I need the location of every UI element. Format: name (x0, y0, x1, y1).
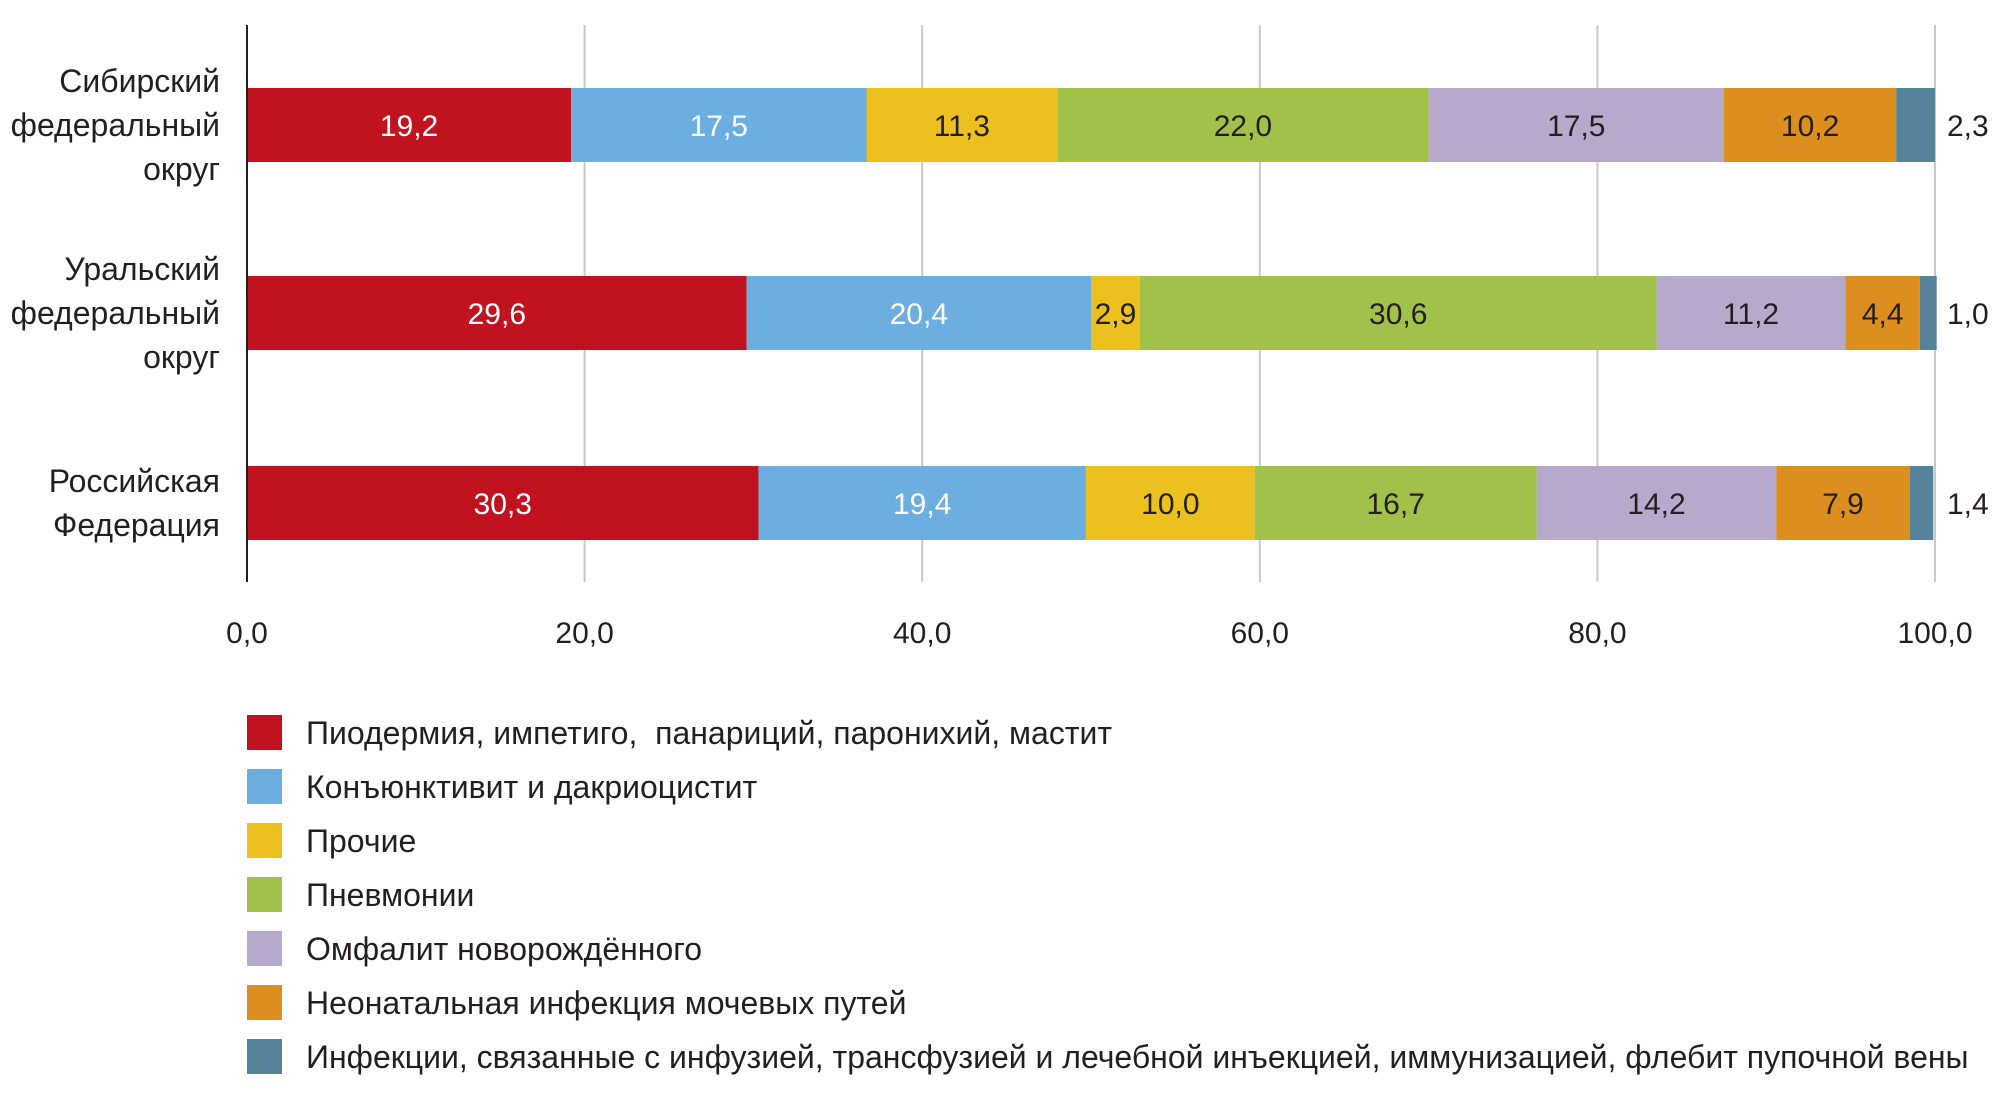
x-tick-label: 100,0 (1897, 617, 1972, 650)
bar-segment (247, 276, 747, 350)
legend-swatch (247, 931, 282, 966)
legend: Пиодермия, импетиго, панариций, паронихи… (247, 715, 1969, 1075)
bar-segment (1776, 466, 1910, 540)
bar-value-label: 20,4 (890, 298, 948, 331)
bar-value-label: 4,4 (1862, 298, 1904, 331)
legend-label: Неонатальная инфекция мочевых путей (306, 985, 906, 1021)
bar-value-label: 7,9 (1822, 488, 1864, 521)
bar-value-label: 16,7 (1366, 488, 1424, 521)
bar-value-label: 30,3 (474, 488, 532, 521)
category-label: Уральский (64, 251, 220, 287)
legend-label: Инфекции, связанные с инфузией, трансфуз… (306, 1039, 1969, 1075)
bar-value-label: 10,0 (1141, 488, 1199, 521)
bar-segment (1536, 466, 1777, 540)
category-label: федеральный (11, 107, 220, 143)
legend-swatch (247, 877, 282, 912)
bar-segment (247, 466, 759, 540)
bar-value-label: 2,3 (1947, 110, 1989, 143)
bar-value-label: 10,2 (1781, 110, 1839, 143)
bar-segment (866, 88, 1058, 162)
bar-segment (1085, 466, 1255, 540)
x-axis-ticks: 0,0 20,0 40,0 60,0 80,0 100,0 (226, 617, 1972, 650)
bar-segment (1896, 88, 1935, 162)
bar-segment (1254, 466, 1537, 540)
bar-segment (1909, 466, 1934, 540)
legend-label: Пневмонии (306, 877, 474, 913)
legend-swatch (247, 715, 282, 750)
category-label: Сибирский (59, 63, 220, 99)
category-label: Российская (49, 463, 220, 499)
bar-segment (1656, 276, 1846, 350)
bar-segment (1057, 88, 1429, 162)
bar-segment (247, 88, 572, 162)
x-tick-label: 40,0 (893, 617, 951, 650)
legend-swatch (247, 769, 282, 804)
category-label: округ (143, 151, 220, 187)
x-tick-label: 80,0 (1568, 617, 1626, 650)
bar-segment (758, 466, 1086, 540)
x-tick-label: 60,0 (1231, 617, 1289, 650)
bar-segment (746, 276, 1091, 350)
bar-value-label: 1,0 (1947, 298, 1989, 331)
legend-label: Пиодермия, импетиго, панариций, паронихи… (306, 715, 1112, 751)
bar-value-label: 22,0 (1214, 110, 1272, 143)
bar-segment (1724, 88, 1897, 162)
x-tick-label: 0,0 (226, 617, 268, 650)
category-label: федеральный (11, 295, 220, 331)
legend-label: Конъюнктивит и дакриоцистит (306, 769, 758, 805)
x-tick-label: 20,0 (555, 617, 613, 650)
legend-swatch (247, 1039, 282, 1074)
bar-value-label: 17,5 (690, 110, 748, 143)
bar-segment (1845, 276, 1920, 350)
bar-value-label: 19,2 (380, 110, 438, 143)
bar-segment (571, 88, 867, 162)
bar-segment (1428, 88, 1724, 162)
category-labels: Сибирский федеральный округ Уральский федера… (11, 63, 220, 543)
bar-segment (1091, 276, 1140, 350)
legend-label: Омфалит новорождённого (306, 931, 702, 967)
category-label: округ (143, 339, 220, 375)
bar-value-label: 2,9 (1095, 298, 1137, 331)
bar-value-label: 11,3 (934, 110, 990, 143)
bar-segment (1919, 276, 1937, 350)
bar-value-label: 29,6 (468, 298, 526, 331)
bar-value-label: 14,2 (1627, 488, 1685, 521)
bar-value-label: 1,4 (1947, 488, 1989, 521)
bar-value-label: 17,5 (1547, 110, 1605, 143)
category-label: Федерация (53, 507, 220, 543)
bar-segment (1139, 276, 1657, 350)
legend-swatch (247, 985, 282, 1020)
legend-label: Прочие (306, 823, 416, 859)
legend-swatch (247, 823, 282, 858)
bar-value-label: 11,2 (1723, 298, 1779, 331)
bar-value-label: 30,6 (1369, 298, 1427, 331)
bar-value-label: 19,4 (893, 488, 951, 521)
bars: 19,2 17,5 11,3 22,0 17,5 10,2 2,3 29,6 20,4 2,9 30… (247, 88, 1989, 540)
